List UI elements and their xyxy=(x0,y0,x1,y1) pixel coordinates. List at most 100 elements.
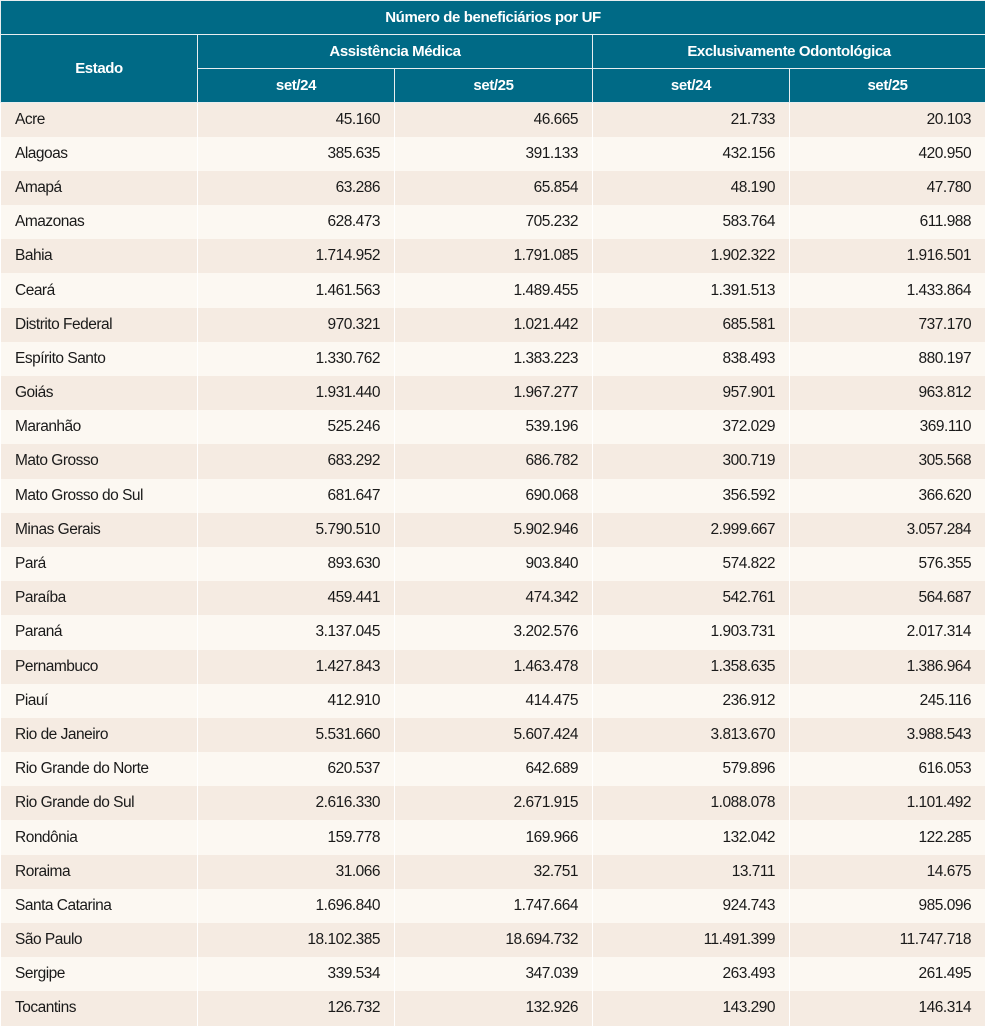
value-cell: 45.160 xyxy=(198,103,395,137)
state-name-cell: Goiás xyxy=(1,376,198,410)
state-name-cell: Paraíba xyxy=(1,581,198,615)
value-cell: 642.689 xyxy=(395,752,593,786)
value-cell: 1.383.223 xyxy=(395,342,593,376)
value-cell: 356.592 xyxy=(593,479,790,513)
value-cell: 372.029 xyxy=(593,410,790,444)
value-cell: 132.926 xyxy=(395,991,593,1025)
state-name-cell: Mato Grosso xyxy=(1,444,198,478)
state-name-cell: Mato Grosso do Sul xyxy=(1,479,198,513)
value-cell: 616.053 xyxy=(790,752,985,786)
value-cell: 305.568 xyxy=(790,444,985,478)
value-cell: 963.812 xyxy=(790,376,985,410)
value-cell: 46.665 xyxy=(395,103,593,137)
value-cell: 1.902.322 xyxy=(593,239,790,273)
value-cell: 20.103 xyxy=(790,103,985,137)
value-cell: 3.137.045 xyxy=(198,615,395,649)
value-cell: 583.764 xyxy=(593,205,790,239)
value-cell: 705.232 xyxy=(395,205,593,239)
value-cell: 1.747.664 xyxy=(395,889,593,923)
value-cell: 3.202.576 xyxy=(395,615,593,649)
value-cell: 620.537 xyxy=(198,752,395,786)
value-cell: 893.630 xyxy=(198,547,395,581)
header-odontologica: Exclusivamente Odontológica xyxy=(593,35,985,69)
value-cell: 391.133 xyxy=(395,137,593,171)
value-cell: 385.635 xyxy=(198,137,395,171)
value-cell: 1.461.563 xyxy=(198,273,395,307)
value-cell: 1.021.442 xyxy=(395,308,593,342)
state-name-cell: Rio Grande do Sul xyxy=(1,786,198,820)
value-cell: 122.285 xyxy=(790,820,985,854)
value-cell: 347.039 xyxy=(395,957,593,991)
value-cell: 686.782 xyxy=(395,444,593,478)
header-estado: Estado xyxy=(1,35,198,103)
value-cell: 683.292 xyxy=(198,444,395,478)
value-cell: 339.534 xyxy=(198,957,395,991)
value-cell: 63.286 xyxy=(198,171,395,205)
value-cell: 1.967.277 xyxy=(395,376,593,410)
value-cell: 2.671.915 xyxy=(395,786,593,820)
value-cell: 5.902.946 xyxy=(395,513,593,547)
value-cell: 838.493 xyxy=(593,342,790,376)
value-cell: 985.096 xyxy=(790,889,985,923)
value-cell: 245.116 xyxy=(790,684,985,718)
header-period: set/24 xyxy=(198,69,395,103)
value-cell: 1.358.635 xyxy=(593,650,790,684)
value-cell: 366.620 xyxy=(790,479,985,513)
value-cell: 1.433.864 xyxy=(790,273,985,307)
value-cell: 690.068 xyxy=(395,479,593,513)
state-name-cell: Rondônia xyxy=(1,820,198,854)
value-cell: 169.966 xyxy=(395,820,593,854)
value-cell: 970.321 xyxy=(198,308,395,342)
value-cell: 1.088.078 xyxy=(593,786,790,820)
value-cell: 14.675 xyxy=(790,855,985,889)
value-cell: 1.791.085 xyxy=(395,239,593,273)
value-cell: 414.475 xyxy=(395,684,593,718)
state-name-cell: Distrito Federal xyxy=(1,308,198,342)
value-cell: 1.101.492 xyxy=(790,786,985,820)
state-name-cell: Tocantins xyxy=(1,991,198,1025)
value-cell: 32.751 xyxy=(395,855,593,889)
state-name-cell: Maranhão xyxy=(1,410,198,444)
value-cell: 369.110 xyxy=(790,410,985,444)
state-name-cell: Alagoas xyxy=(1,137,198,171)
value-cell: 261.495 xyxy=(790,957,985,991)
value-cell: 300.719 xyxy=(593,444,790,478)
value-cell: 681.647 xyxy=(198,479,395,513)
value-cell: 31.066 xyxy=(198,855,395,889)
state-name-cell: Bahia xyxy=(1,239,198,273)
value-cell: 1.696.840 xyxy=(198,889,395,923)
state-name-cell: Santa Catarina xyxy=(1,889,198,923)
value-cell: 143.290 xyxy=(593,991,790,1025)
value-cell: 1.386.964 xyxy=(790,650,985,684)
header-assistencia-medica: Assistência Médica xyxy=(198,35,593,69)
value-cell: 412.910 xyxy=(198,684,395,718)
value-cell: 539.196 xyxy=(395,410,593,444)
value-cell: 2.616.330 xyxy=(198,786,395,820)
state-name-cell: Rio Grande do Norte xyxy=(1,752,198,786)
value-cell: 1.330.762 xyxy=(198,342,395,376)
state-name-cell: Piauí xyxy=(1,684,198,718)
value-cell: 574.822 xyxy=(593,547,790,581)
value-cell: 611.988 xyxy=(790,205,985,239)
